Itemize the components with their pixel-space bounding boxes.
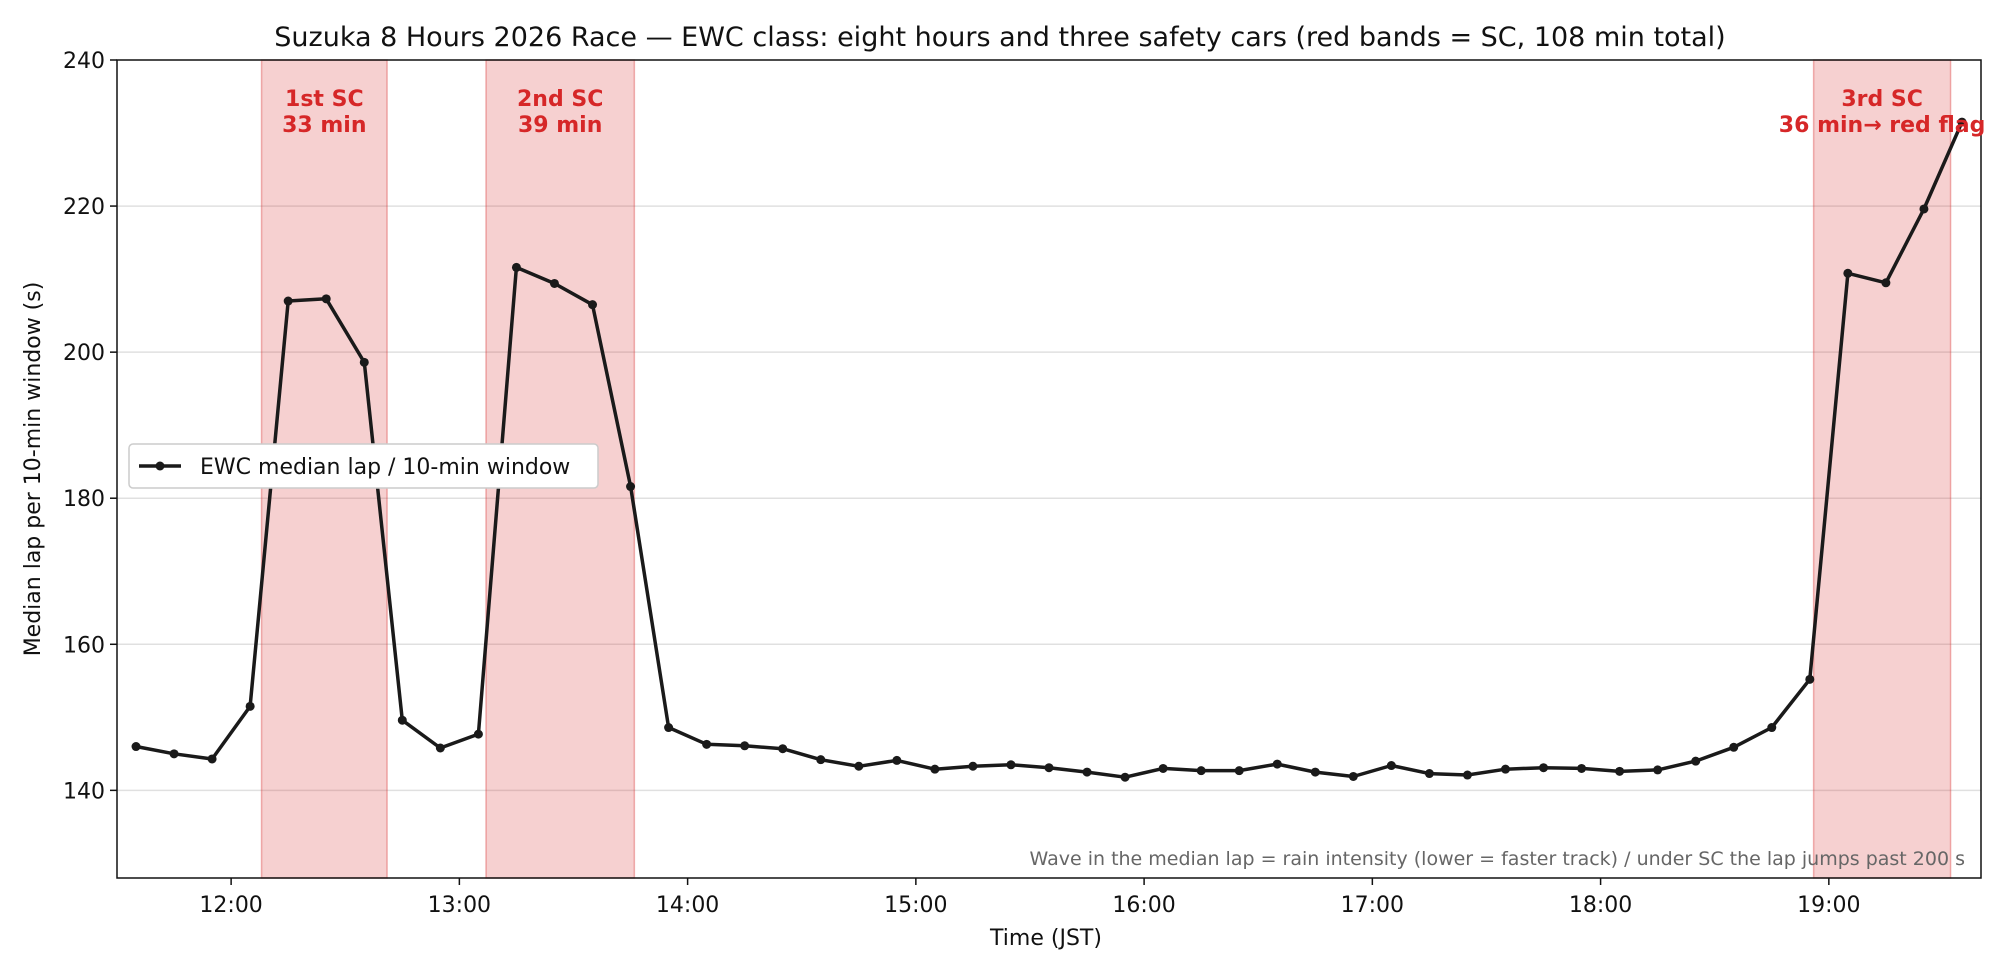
- data-point: [1957, 117, 1967, 127]
- data-point: [1044, 763, 1054, 773]
- data-point: [321, 294, 331, 304]
- x-tick-label: 17:00: [1341, 893, 1404, 918]
- x-axis-label: Time (JST): [989, 926, 1102, 951]
- data-point: [549, 278, 559, 288]
- data-point: [1767, 723, 1777, 733]
- x-tick-label: 13:00: [428, 893, 491, 918]
- data-point: [968, 761, 978, 771]
- data-point: [1615, 766, 1625, 776]
- data-point: [1500, 764, 1510, 774]
- data-point: [588, 300, 598, 310]
- x-tick-label: 12:00: [199, 893, 262, 918]
- data-point: [626, 482, 636, 492]
- data-point: [854, 761, 864, 771]
- data-point: [131, 742, 141, 752]
- data-point: [359, 357, 369, 367]
- y-tick-label: 220: [63, 195, 105, 220]
- data-point: [740, 741, 750, 751]
- data-point: [702, 739, 712, 749]
- legend: EWC median lap / 10-min window: [128, 443, 599, 489]
- data-point: [1424, 769, 1434, 779]
- sc-label-duration: 39 min: [518, 113, 602, 138]
- sc-band: [1812, 59, 1952, 879]
- data-point: [169, 749, 179, 759]
- data-point: [816, 755, 826, 765]
- data-point: [1386, 761, 1396, 771]
- x-tick-label: 19:00: [1797, 893, 1860, 918]
- y-tick-label: 180: [63, 487, 105, 512]
- data-point: [1006, 760, 1016, 770]
- data-point: [245, 701, 255, 711]
- data-point: [930, 764, 940, 774]
- x-tick-label: 15:00: [884, 893, 947, 918]
- data-point: [1843, 268, 1853, 278]
- sc-label-name: 3rd SC: [1841, 87, 1923, 112]
- gridlines: [117, 205, 1981, 792]
- legend-box: [128, 443, 599, 489]
- data-point: [283, 296, 293, 306]
- data-point: [1348, 771, 1358, 781]
- y-tick-label: 200: [63, 341, 105, 366]
- data-point: [1919, 204, 1929, 214]
- data-point: [1881, 278, 1891, 288]
- data-point: [1539, 763, 1549, 773]
- axis-ticks: 140 160 180 200 220 240 12:00 13:00 14:00 15:00 16…: [63, 49, 1861, 918]
- data-point: [1462, 770, 1472, 780]
- x-tick-label: 14:00: [656, 893, 719, 918]
- legend-marker: [155, 461, 165, 471]
- sc-label-name: 2nd SC: [517, 87, 603, 112]
- y-tick-label: 140: [63, 779, 105, 804]
- data-point: [435, 743, 445, 753]
- data-point: [1729, 742, 1739, 752]
- plot-frame: [116, 59, 1982, 879]
- data-point: [1234, 766, 1244, 776]
- y-tick-label: 160: [63, 633, 105, 658]
- data-point: [1691, 756, 1701, 766]
- footnote-annotation: Wave in the median lap = rain intensity …: [1030, 848, 1965, 870]
- data-point: [1120, 772, 1130, 782]
- y-tick-label: 240: [63, 49, 105, 74]
- x-tick-label: 18:00: [1569, 893, 1632, 918]
- data-point: [207, 754, 217, 764]
- data-point: [1805, 674, 1815, 684]
- legend-label: EWC median lap / 10-min window: [200, 455, 570, 480]
- data-point: [664, 723, 674, 733]
- x-tick-label: 16:00: [1112, 893, 1175, 918]
- data-point: [892, 755, 902, 765]
- data-point: [778, 744, 788, 754]
- data-point: [1653, 765, 1663, 775]
- sc-label-duration: 36 min→ red flag: [1779, 113, 1986, 138]
- data-point: [1158, 763, 1168, 773]
- y-axis-label: Median lap per 10-min window (s): [21, 282, 46, 657]
- data-point: [1272, 759, 1282, 769]
- sc-label-duration: 33 min: [282, 113, 366, 138]
- data-point: [397, 715, 407, 725]
- data-point: [473, 729, 483, 739]
- data-point: [1196, 766, 1206, 776]
- data-point: [1082, 767, 1092, 777]
- data-point: [1310, 767, 1320, 777]
- chart-title: Suzuka 8 Hours 2026 Race — EWC class: ei…: [274, 22, 1725, 53]
- sc-label-name: 1st SC: [285, 87, 364, 112]
- data-point: [1577, 763, 1587, 773]
- series-layer: [131, 117, 1967, 782]
- data-point: [511, 262, 521, 272]
